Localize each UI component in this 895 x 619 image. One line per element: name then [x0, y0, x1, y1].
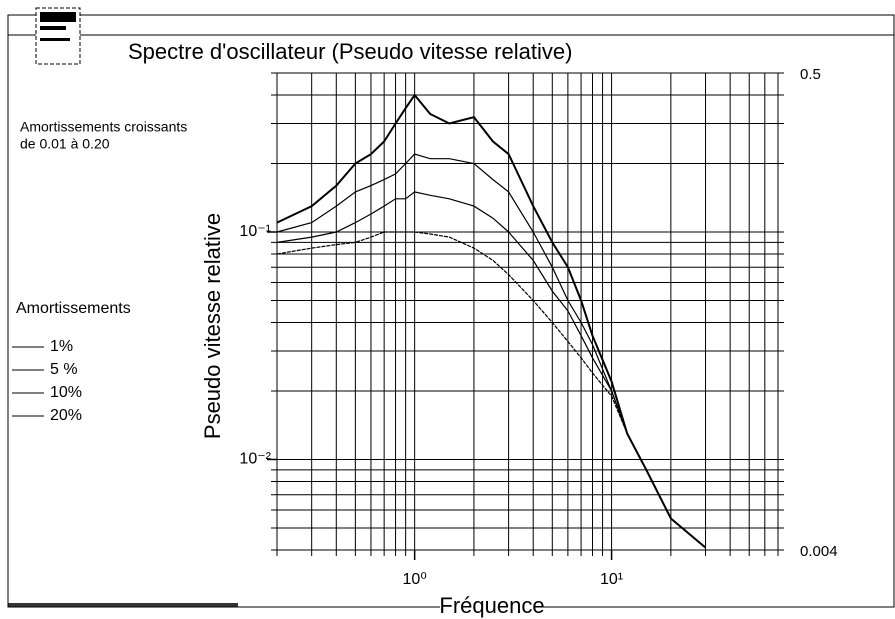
y-limit-label: 0.004 — [800, 543, 838, 560]
x-tick-label: 10¹ — [600, 571, 623, 588]
footer-mark — [8, 603, 238, 607]
y-limit-label: 0.5 — [800, 66, 821, 83]
series-line — [276, 231, 706, 549]
legend-label: 20% — [50, 407, 82, 424]
x-label-backdrop — [440, 592, 538, 618]
series-line — [276, 93, 707, 549]
legend-label: 10% — [50, 384, 82, 401]
chart-title: Spectre d'oscillateur (Pseudo vitesse re… — [128, 39, 572, 64]
annotation: de 0.01 à 0.20 — [20, 136, 110, 152]
annotation: Amortissements croissants — [20, 119, 187, 135]
y-tick-label: 10⁻² — [239, 451, 271, 468]
legend-title: Amortissements — [16, 300, 131, 317]
x-tick-label: 10⁰ — [403, 571, 427, 588]
logo-mark — [40, 26, 66, 30]
logo-mark — [40, 12, 76, 22]
y-axis-label: Pseudo vitesse relative — [200, 213, 225, 439]
legend-label: 1% — [50, 338, 73, 355]
logo-mark — [40, 38, 70, 41]
legend-label: 5 % — [50, 361, 78, 378]
x-axis-label: Fréquence — [439, 593, 544, 618]
frame — [7, 14, 895, 608]
y-tick-label: 10⁻¹ — [239, 223, 271, 240]
series-line — [276, 191, 706, 549]
